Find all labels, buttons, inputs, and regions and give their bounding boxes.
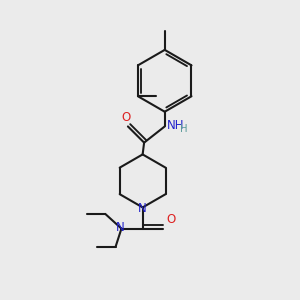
Text: N: N [116,221,125,234]
Text: H: H [180,124,188,134]
Text: O: O [166,213,176,226]
Text: N: N [138,202,147,215]
Text: NH: NH [167,119,184,132]
Text: O: O [121,111,130,124]
